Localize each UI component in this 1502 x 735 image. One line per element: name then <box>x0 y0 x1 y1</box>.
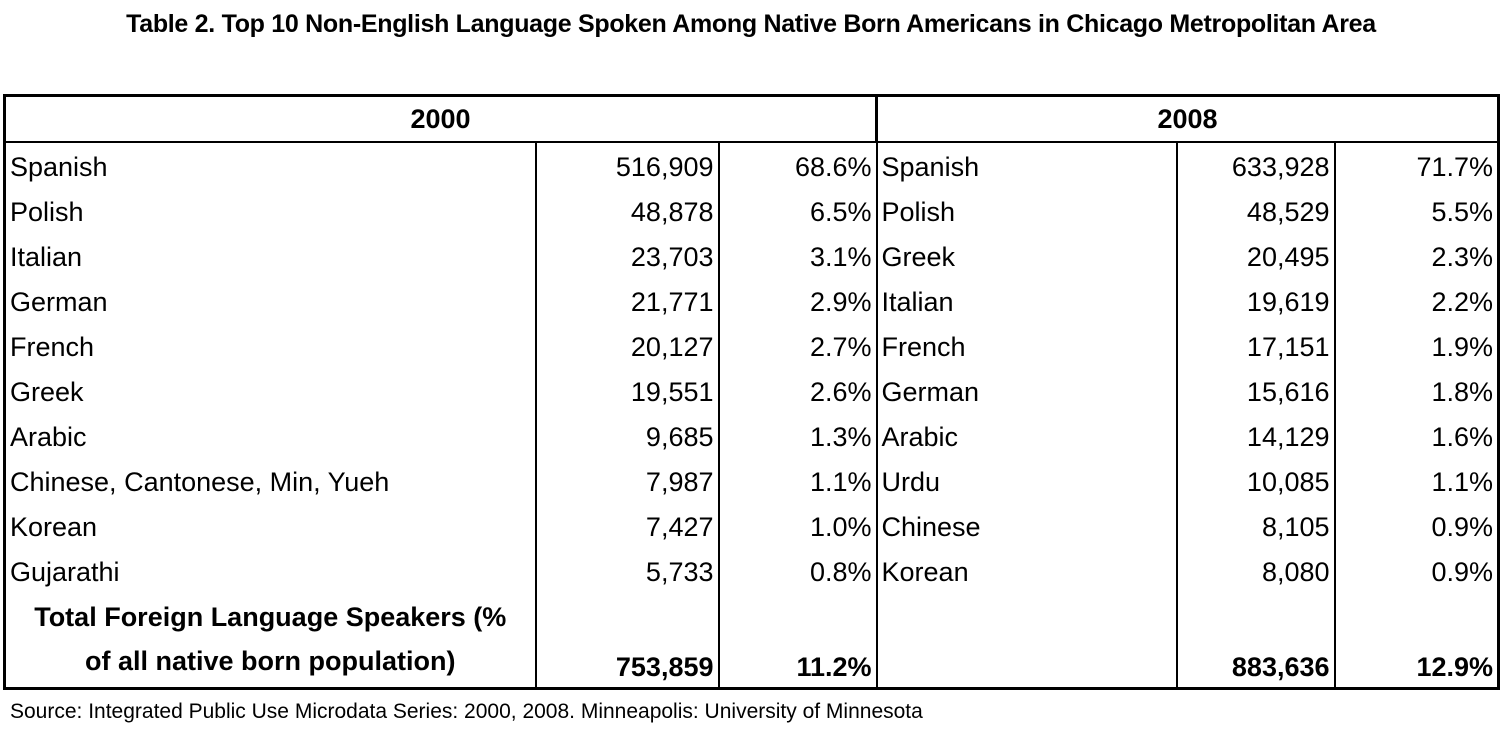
percent-2008-cell: 1.8% <box>1333 370 1500 415</box>
total-label-line1: Total Foreign Language Speakers (% <box>34 602 507 632</box>
table-row: Greek 19,551 2.6% German 15,616 1.8% <box>3 370 1500 415</box>
language-2000-cell: Greek <box>3 370 537 415</box>
total-row: Total Foreign Language Speakers (% of all… <box>3 595 1500 689</box>
table-row: Chinese, Cantonese, Min, Yueh 7,987 1.1% Ur… <box>3 460 1500 505</box>
count-2000-cell: 21,771 <box>534 280 720 325</box>
count-2000-cell: 9,685 <box>534 415 720 460</box>
count-2008-cell: 19,619 <box>1175 280 1336 325</box>
count-2000-cell: 20,127 <box>534 325 720 370</box>
total-count-2000: 753,859 <box>534 595 720 689</box>
total-percent-2008: 12.9% <box>1333 595 1500 689</box>
language-2000-cell: Arabic <box>3 415 537 460</box>
table-body: Spanish 516,909 68.6% Spanish 633,928 71.7% Po… <box>3 142 1500 689</box>
count-2000-cell: 19,551 <box>534 370 720 415</box>
count-2000-cell: 5,733 <box>534 550 720 595</box>
year-header-row: 2000 2008 <box>3 95 1500 143</box>
count-2000-cell: 7,987 <box>534 460 720 505</box>
language-2008-cell: Greek <box>876 235 1178 280</box>
count-2000-cell: 7,427 <box>534 505 720 550</box>
table-row: Italian 23,703 3.1% Greek 20,495 2.3% <box>3 235 1500 280</box>
percent-2000-cell: 2.7% <box>717 325 878 370</box>
count-2008-cell: 10,085 <box>1175 460 1336 505</box>
percent-2008-cell: 0.9% <box>1333 505 1500 550</box>
count-2008-cell: 15,616 <box>1175 370 1336 415</box>
percent-2000-cell: 1.1% <box>717 460 878 505</box>
language-table: 2000 2008 Spanish 516,909 68.6% Spanish 633,… <box>3 94 1501 690</box>
header-2008: 2008 <box>875 95 1500 143</box>
total-count-2008: 883,636 <box>1175 595 1336 689</box>
percent-2000-cell: 68.6% <box>717 142 878 190</box>
percent-2000-cell: 1.3% <box>717 415 878 460</box>
total-empty-cell <box>876 595 1178 689</box>
percent-2000-cell: 2.6% <box>717 370 878 415</box>
percent-2008-cell: 2.2% <box>1333 280 1500 325</box>
count-2008-cell: 8,080 <box>1175 550 1336 595</box>
header-2000: 2000 <box>3 95 879 143</box>
language-2000-cell: Italian <box>3 235 537 280</box>
count-2008-cell: 17,151 <box>1175 325 1336 370</box>
total-label-line2: of all native born population) <box>85 646 456 676</box>
source-note: Source: Integrated Public Use Microdata … <box>10 700 923 723</box>
language-2000-cell: German <box>3 280 537 325</box>
total-label: Total Foreign Language Speakers (% of all… <box>3 595 537 689</box>
language-2008-cell: Korean <box>876 550 1178 595</box>
language-2008-cell: Arabic <box>876 415 1178 460</box>
percent-2008-cell: 1.9% <box>1333 325 1500 370</box>
language-2008-cell: Chinese <box>876 505 1178 550</box>
table-row: French 20,127 2.7% French 17,151 1.9% <box>3 325 1500 370</box>
percent-2008-cell: 5.5% <box>1333 190 1500 235</box>
percent-2008-cell: 2.3% <box>1333 235 1500 280</box>
percent-2008-cell: 1.1% <box>1333 460 1500 505</box>
table-row: German 21,771 2.9% Italian 19,619 2.2% <box>3 280 1500 325</box>
count-2000-cell: 23,703 <box>534 235 720 280</box>
count-2000-cell: 48,878 <box>534 190 720 235</box>
table-row: Korean 7,427 1.0% Chinese 8,105 0.9% <box>3 505 1500 550</box>
percent-2000-cell: 0.8% <box>717 550 878 595</box>
language-2000-cell: Gujarathi <box>3 550 537 595</box>
language-2000-cell: French <box>3 325 537 370</box>
language-2008-cell: Italian <box>876 280 1178 325</box>
percent-2000-cell: 2.9% <box>717 280 878 325</box>
language-2000-cell: Spanish <box>3 142 537 190</box>
language-2000-cell: Chinese, Cantonese, Min, Yueh <box>3 460 537 505</box>
count-2000-cell: 516,909 <box>534 142 720 190</box>
count-2008-cell: 633,928 <box>1175 142 1336 190</box>
table-title: Table 2. Top 10 Non-English Language Spo… <box>126 10 1376 38</box>
percent-2000-cell: 1.0% <box>717 505 878 550</box>
table-row: Polish 48,878 6.5% Polish 48,529 5.5% <box>3 190 1500 235</box>
table-row: Spanish 516,909 68.6% Spanish 633,928 71.7% <box>3 142 1500 190</box>
table-row: Gujarathi 5,733 0.8% Korean 8,080 0.9% <box>3 550 1500 595</box>
language-2008-cell: Spanish <box>876 142 1178 190</box>
total-percent-2000: 11.2% <box>717 595 878 689</box>
percent-2008-cell: 71.7% <box>1333 142 1500 190</box>
language-2008-cell: Polish <box>876 190 1178 235</box>
count-2008-cell: 14,129 <box>1175 415 1336 460</box>
percent-2008-cell: 1.6% <box>1333 415 1500 460</box>
count-2008-cell: 8,105 <box>1175 505 1336 550</box>
count-2008-cell: 20,495 <box>1175 235 1336 280</box>
percent-2000-cell: 6.5% <box>717 190 878 235</box>
percent-2008-cell: 0.9% <box>1333 550 1500 595</box>
language-2000-cell: Polish <box>3 190 537 235</box>
language-2008-cell: Urdu <box>876 460 1178 505</box>
percent-2000-cell: 3.1% <box>717 235 878 280</box>
language-2008-cell: German <box>876 370 1178 415</box>
count-2008-cell: 48,529 <box>1175 190 1336 235</box>
table-row: Arabic 9,685 1.3% Arabic 14,129 1.6% <box>3 415 1500 460</box>
language-2008-cell: French <box>876 325 1178 370</box>
language-2000-cell: Korean <box>3 505 537 550</box>
